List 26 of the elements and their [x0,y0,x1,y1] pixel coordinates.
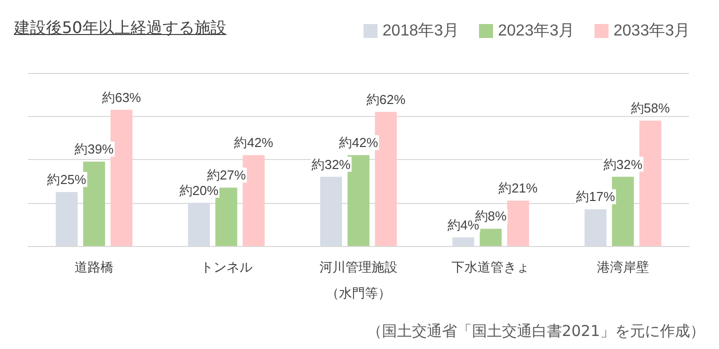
x-tick-label: 道路橋 [74,260,114,274]
data-label: 約27% [206,168,246,183]
data-label: 約58% [630,100,670,116]
chart-title: 建設後50年以上経過する施設 [14,18,226,39]
data-label: 約42% [338,135,378,150]
data-label: 約21% [498,180,538,196]
data-label: 約8% [474,208,508,224]
data-label: 約25% [47,172,87,187]
x-tick-label: 港湾岸壁 [596,260,649,274]
x-tick-label: 下水道管きょ [452,260,530,274]
x-tick-label: トンネル [200,260,252,274]
data-label: 約62% [366,92,406,107]
legend-label: 2018年3月 [382,22,460,40]
data-label: 約42% [234,135,274,150]
data-label: 約32% [312,156,352,172]
text: （国土交通省「国土交通白書2021」を元に作成） [366,322,705,341]
legend-label: 2033年3月 [614,22,690,40]
data-label: 約63% [102,90,142,105]
data-label: 約17% [576,189,616,204]
data-label: 約20% [179,182,219,198]
legend-label: 2023年3月 [498,22,575,40]
x-tick-label: 河川管理施設（水門等） [320,260,398,300]
bar [480,228,502,246]
bar [507,200,530,246]
data-label: 約39% [74,142,114,157]
data-label: 約32% [603,156,643,172]
